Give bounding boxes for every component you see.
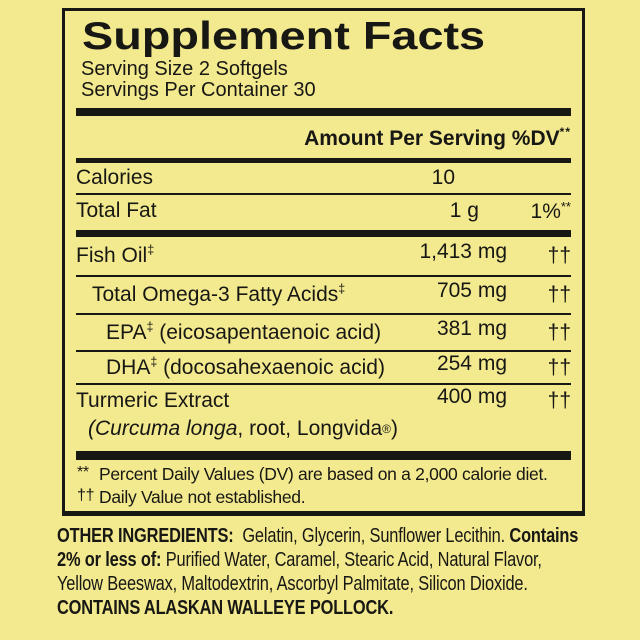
- dv-footnote-mark: **: [560, 198, 571, 214]
- footnote-dv: ** Percent Daily Values (DV) are based o…: [77, 464, 571, 487]
- footnote-marker: **: [77, 464, 89, 481]
- nutrient-amount: 254 mg: [436, 351, 507, 375]
- nutrient-name: Total Omega-3 Fatty Acids‡: [92, 282, 346, 306]
- dagger-mark: ‡: [147, 243, 155, 257]
- column-header: Amount Per Serving %DV**: [76, 121, 571, 150]
- row-total-fat: Total Fat 1 g 1%**: [76, 195, 571, 227]
- footnote-text: Daily Value not established.: [99, 486, 306, 507]
- other-ingredients: OTHER INGREDIENTS: Gelatin, Glycerin, Su…: [57, 524, 631, 620]
- divider-thick-top: [76, 108, 571, 116]
- nutrient-amount: 400 mg: [436, 385, 507, 408]
- turmeric-botanical-line: (Curcuma longa, root, Longvida ®): [88, 416, 399, 440]
- dagger-mark: ‡: [146, 319, 154, 334]
- facts-title-text: Supplement Facts: [82, 15, 486, 58]
- nutrient-amount: 1 g: [449, 199, 479, 222]
- nutrient-dv: 1%**: [530, 198, 571, 223]
- row-dha: DHA‡ (docosahexaenoic acid) 254 mg ††: [76, 352, 571, 383]
- row-omega3: Total Omega-3 Fatty Acids‡ 705 mg ††: [76, 277, 571, 313]
- nutrient-name: Calories: [76, 166, 154, 189]
- row-turmeric: Turmeric Extract 400 mg ††: [76, 385, 571, 415]
- ingredients-line-2: 2% or less of: Purified Water, Caramel, …: [57, 549, 542, 571]
- nutrient-dv: ††: [547, 320, 571, 344]
- nutrient-name: Turmeric Extract: [76, 389, 230, 412]
- nutrient-dv: ††: [547, 389, 571, 412]
- facts-title: Supplement Facts: [82, 14, 571, 59]
- nutrient-name: DHA‡ (docosahexaenoic acid): [106, 354, 385, 379]
- nutrient-amount: 705 mg: [436, 279, 507, 302]
- divider-thin: [76, 350, 571, 352]
- divider-thick-bottom: [76, 451, 571, 460]
- dagger-mark: ‡: [150, 354, 158, 369]
- ingredients-line-3: Yellow Beeswax, Maltodextrin, Ascorbyl P…: [57, 573, 528, 595]
- nutrient-amount: 381 mg: [436, 316, 507, 340]
- nutrient-name: EPA‡ (eicosapentaenoic acid): [106, 319, 382, 344]
- footnote-daggers: †† Daily Value not established.: [77, 487, 571, 510]
- row-epa: EPA‡ (eicosapentaenoic acid) 381 mg ††: [76, 315, 571, 350]
- ingredients-line-1: OTHER INGREDIENTS: Gelatin, Glycerin, Su…: [57, 525, 579, 547]
- divider-thin: [76, 275, 571, 277]
- supplement-facts-panel: Supplement Facts Serving Size 2 Softgels…: [62, 8, 585, 516]
- amount-per-serving-header: Amount Per Serving: [304, 127, 506, 150]
- dv-header-footnote-mark: **: [559, 125, 571, 139]
- footnote-text: Percent Daily Values (DV) are based on a…: [99, 464, 548, 484]
- allergen-statement: CONTAINS ALASKAN WALLEYE POLLOCK.: [57, 597, 394, 619]
- nutrient-name: Total Fat: [76, 199, 157, 222]
- divider-thin: [76, 313, 571, 315]
- footnote-marker: ††: [77, 486, 95, 504]
- nutrient-dv: ††: [547, 355, 571, 379]
- row-fish-oil: Fish Oil‡ 1,413 mg ††: [76, 237, 571, 275]
- footnotes: ** Percent Daily Values (DV) are based o…: [77, 464, 571, 509]
- divider-thin: [76, 193, 571, 195]
- divider-thin: [76, 383, 571, 385]
- nutrient-dv: ††: [547, 244, 571, 267]
- dv-header: %DV: [511, 127, 560, 150]
- divider-medium: [76, 158, 571, 163]
- registered-mark: ®: [382, 421, 392, 436]
- dagger-mark: ‡: [338, 282, 346, 296]
- botanical-name: (Curcuma longa: [88, 416, 238, 440]
- nutrient-dv: ††: [547, 283, 571, 306]
- row-calories: Calories 10: [76, 163, 571, 193]
- nutrient-amount: 10: [431, 166, 455, 189]
- serving-size: Serving Size 2 Softgels: [81, 58, 288, 80]
- nutrient-amount: 1,413 mg: [419, 240, 507, 263]
- servings-per-container: Servings Per Container 30: [81, 79, 316, 101]
- nutrient-name: Fish Oil‡: [76, 243, 155, 267]
- divider-thick-mid: [76, 230, 571, 237]
